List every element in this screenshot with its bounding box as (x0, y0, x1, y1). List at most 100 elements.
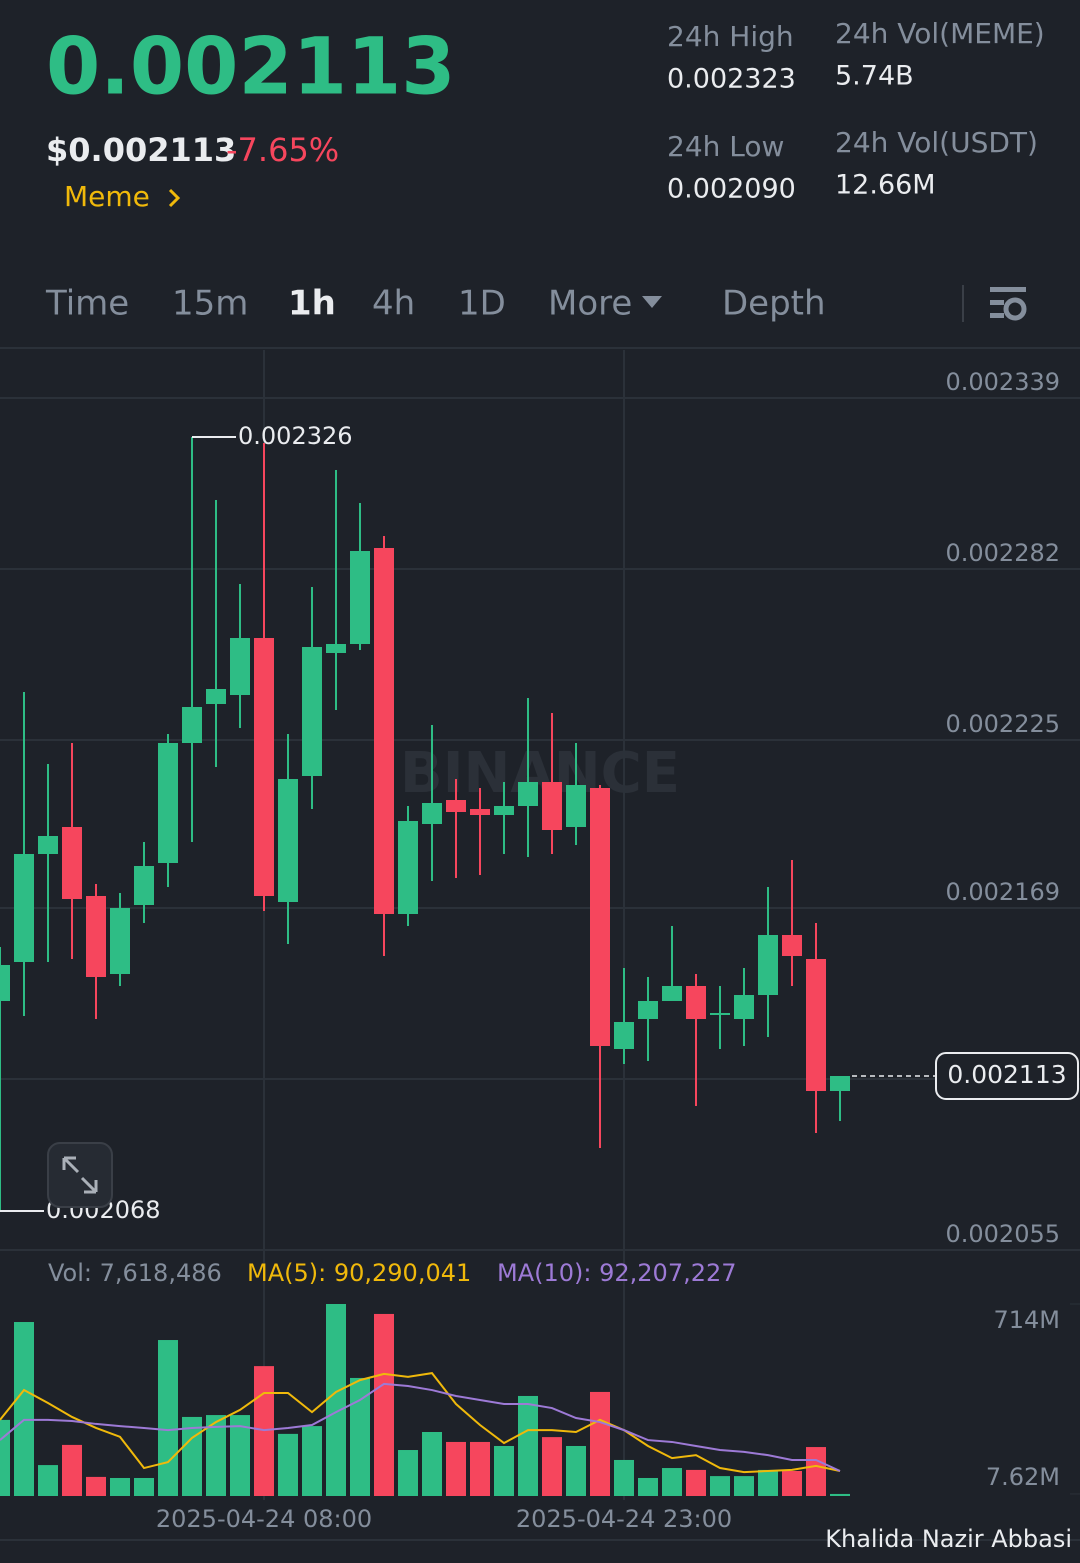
stat-label: 24h Low (667, 130, 784, 163)
candle-body (422, 803, 442, 824)
candle-body (374, 548, 394, 914)
candle-body (398, 821, 418, 914)
candle-body (158, 743, 178, 863)
candle-body (326, 644, 346, 653)
candle-body (638, 1001, 658, 1019)
candle-body (206, 689, 226, 704)
expand-button[interactable] (47, 1142, 113, 1208)
y-tick-label: 714M (993, 1306, 1060, 1334)
last-price-box (935, 1052, 1079, 1100)
volume-bar (374, 1313, 394, 1496)
y-tick-label: 7.62M (986, 1463, 1060, 1491)
x-tick-label: 2025-04-24 23:00 (516, 1505, 732, 1533)
volume-legend: Vol: 7,618,486 (48, 1259, 222, 1287)
volume-bar (182, 1416, 202, 1496)
candle-body (734, 995, 754, 1019)
tab[interactable]: 1h (288, 284, 336, 324)
candle-body (0, 965, 10, 1001)
volume-bar (518, 1395, 538, 1496)
watermark: BINANCE (400, 741, 680, 806)
tab[interactable]: 4h (372, 284, 415, 324)
volume-bar (638, 1477, 658, 1496)
settings-icon[interactable] (990, 287, 1027, 321)
candle-body (350, 551, 370, 644)
volume-bar (734, 1476, 754, 1496)
volume-bar (470, 1441, 490, 1496)
stat-value: 0.002323 (667, 64, 796, 95)
y-tick-label: 0.002055 (945, 1220, 1060, 1248)
tab-bar: Time 15m 1h 4h 1D More Depth (45, 284, 826, 324)
legend-entry: MA(10): 92,207,227 (497, 1259, 737, 1287)
candle-body (806, 959, 826, 1091)
footer-watermark: Khalida Nazir Abbasi (825, 1525, 1072, 1553)
volume-bar (590, 1391, 610, 1496)
stat-value: 0.002090 (667, 174, 796, 205)
candle-body (494, 806, 514, 815)
volume-bar (134, 1477, 154, 1496)
volume-bar (206, 1415, 226, 1496)
volume-bar (230, 1415, 250, 1496)
chart-area: 0.0023390.0022820.0022250.0021690.002112… (0, 350, 1080, 1533)
candle-body (686, 986, 706, 1019)
volume-bar (686, 1469, 706, 1496)
candle-body (278, 779, 298, 902)
candle-body (518, 782, 538, 806)
ma-line (0, 1372, 841, 1474)
candle-body (662, 986, 682, 1001)
volume-bar (62, 1444, 82, 1496)
high-marker: 0.002326 (238, 422, 353, 450)
candle-body (446, 800, 466, 812)
legend-entry: MA(5): 90,290,041 (247, 1259, 471, 1287)
candle-body (182, 707, 202, 743)
chevron (168, 188, 181, 208)
tab[interactable]: Depth (722, 284, 826, 324)
price-change: -7.65% (226, 131, 339, 169)
expand-icon (62, 1156, 98, 1194)
candle-body (566, 785, 586, 827)
volume-bar (422, 1432, 442, 1496)
volume-bar (86, 1476, 106, 1496)
candle-body (110, 908, 130, 974)
candle-body (86, 896, 106, 977)
tab[interactable]: 15m (172, 284, 248, 324)
last-price: 0.002113 (46, 22, 456, 112)
candle-body (782, 935, 802, 956)
volume-bar (110, 1477, 130, 1496)
tab[interactable]: Time (45, 284, 129, 324)
x-tick-label: 2025-04-24 08:00 (156, 1505, 372, 1533)
usd-price: $0.002113 (46, 131, 236, 169)
volume-bar (302, 1426, 322, 1496)
volume-bar (0, 1419, 10, 1496)
y-tick-label: 0.002282 (945, 539, 1060, 567)
volume-bar (830, 1493, 850, 1496)
volume-bar (758, 1469, 778, 1496)
volume-bar (278, 1433, 298, 1496)
stat-label: 24h High (667, 20, 794, 53)
candle-body (254, 638, 274, 896)
volume-bar (614, 1459, 634, 1496)
stat-value: 12.66M (835, 170, 936, 201)
candle-body (710, 1013, 730, 1015)
volume-bar (662, 1468, 682, 1496)
volume-bar (38, 1465, 58, 1496)
volume-bar (158, 1340, 178, 1496)
tag[interactable]: Meme (64, 180, 150, 213)
candle-body (230, 638, 250, 695)
volume-bar (14, 1322, 34, 1496)
tab[interactable]: More (548, 284, 632, 324)
volume-bar (542, 1437, 562, 1496)
candle-body (758, 935, 778, 995)
volume-bar (326, 1304, 346, 1496)
volume-bar (494, 1445, 514, 1496)
candle-body (542, 782, 562, 830)
candle-body (830, 1076, 850, 1091)
candle-body (590, 788, 610, 1046)
volume-bar (446, 1441, 466, 1496)
volume-bar (806, 1447, 826, 1496)
tab[interactable]: 1D (458, 284, 506, 324)
candle-body (134, 866, 154, 905)
candle-body (14, 854, 34, 962)
